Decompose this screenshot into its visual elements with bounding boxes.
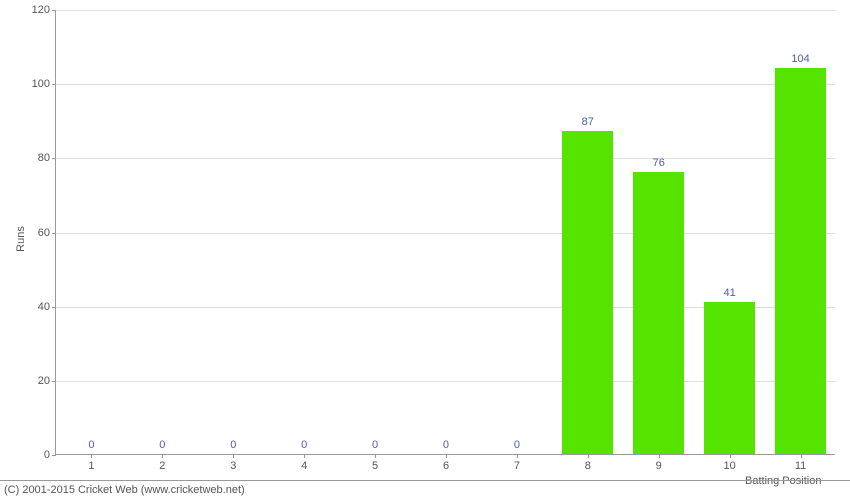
bar-value-label: 0 xyxy=(301,439,307,454)
y-axis-label: Runs xyxy=(15,226,27,252)
x-tick-label: 9 xyxy=(656,454,662,472)
x-tick-label: 6 xyxy=(443,454,449,472)
y-tick-label: 0 xyxy=(44,449,56,461)
x-tick-label: 11 xyxy=(795,454,806,472)
footer-divider xyxy=(0,480,850,481)
bar-value-label: 0 xyxy=(372,439,378,454)
bar-value-label: 41 xyxy=(723,287,735,302)
gridline xyxy=(56,233,835,234)
y-tick-label: 100 xyxy=(32,78,56,90)
bar-value-label: 104 xyxy=(791,53,809,68)
bar: 76 xyxy=(633,172,684,454)
x-tick-label: 10 xyxy=(724,454,736,472)
x-tick-label: 1 xyxy=(88,454,94,472)
chart-container: 0204060801001201020304050607088797610411… xyxy=(0,0,850,500)
bar-value-label: 0 xyxy=(514,439,520,454)
x-tick-label: 2 xyxy=(159,454,165,472)
bar-value-label: 76 xyxy=(653,157,665,172)
bar-value-label: 87 xyxy=(582,116,594,131)
footer-copyright: (C) 2001-2015 Cricket Web (www.cricketwe… xyxy=(0,482,249,498)
x-tick-label: 4 xyxy=(301,454,307,472)
bar-value-label: 0 xyxy=(230,439,236,454)
y-tick-label: 80 xyxy=(38,152,56,164)
y-tick-label: 40 xyxy=(38,301,56,313)
y-tick-label: 120 xyxy=(32,4,56,16)
bar-value-label: 0 xyxy=(88,439,94,454)
x-tick-label: 5 xyxy=(372,454,378,472)
bar-value-label: 0 xyxy=(159,439,165,454)
x-tick-label: 7 xyxy=(514,454,520,472)
bar: 104 xyxy=(775,68,826,454)
gridline xyxy=(56,10,835,11)
y-tick-label: 60 xyxy=(38,227,56,239)
y-tick-label: 20 xyxy=(38,375,56,387)
bar: 87 xyxy=(562,131,613,454)
x-tick-label: 3 xyxy=(230,454,236,472)
x-tick-label: 8 xyxy=(585,454,591,472)
gridline xyxy=(56,84,835,85)
x-axis-label: Batting Position xyxy=(745,475,821,487)
bar-value-label: 0 xyxy=(443,439,449,454)
bar: 41 xyxy=(704,302,755,454)
gridline xyxy=(56,158,835,159)
plot-area: 0204060801001201020304050607088797610411… xyxy=(55,10,835,455)
